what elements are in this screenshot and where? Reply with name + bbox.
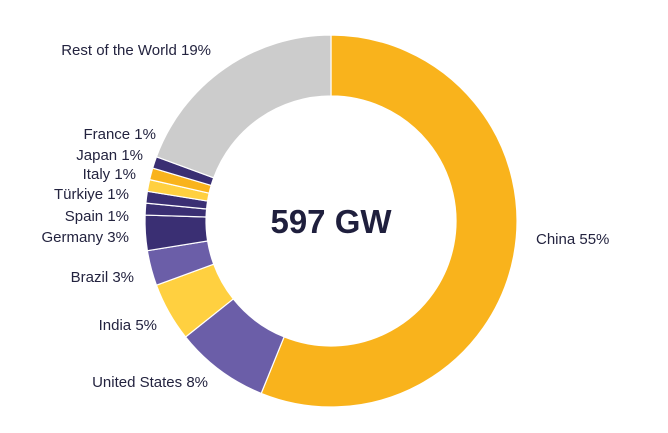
slice-label-5: Spain 1%: [65, 208, 129, 225]
donut-slices: [144, 34, 518, 408]
slice-label-0: China 55%: [536, 231, 609, 248]
donut-slice-10: [155, 34, 332, 179]
donut-slice-0: [260, 34, 518, 408]
slice-label-6: Türkiye 1%: [54, 186, 129, 203]
slice-label-4: Germany 3%: [41, 229, 129, 246]
slice-label-2: India 5%: [99, 317, 157, 334]
slice-label-8: Japan 1%: [76, 147, 143, 164]
slice-labels: China 55% United States 8% India 5% Brazil …: [41, 42, 609, 391]
slice-label-7: Italy 1%: [83, 166, 136, 183]
slice-label-3: Brazil 3%: [71, 269, 134, 286]
slice-label-1: United States 8%: [92, 374, 208, 391]
center-total-label: 597 GW: [270, 203, 392, 240]
slice-label-10: Rest of the World 19%: [61, 42, 211, 59]
slice-label-9: France 1%: [83, 126, 156, 143]
